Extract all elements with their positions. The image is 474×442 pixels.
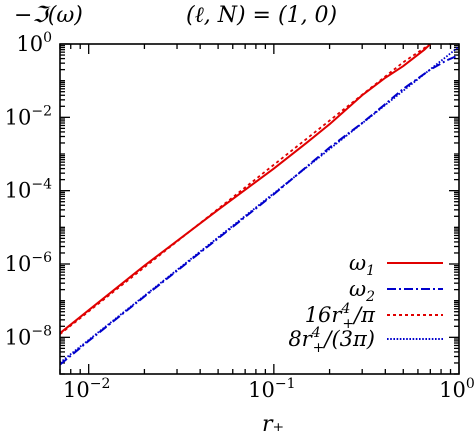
y-tick-label: 10−4	[5, 177, 52, 203]
x-tick-label: 100	[439, 376, 474, 402]
x-tick-label: 10−1	[248, 376, 295, 402]
legend-label-4: 8r4 +/(3π)	[288, 325, 375, 356]
y-tick-label: 10−8	[5, 323, 52, 349]
legend-label-2: ω2	[349, 277, 375, 305]
x-axis-label: r₊	[262, 412, 284, 437]
series-line-3	[60, 44, 431, 335]
tick-labels: 10−2 10−1 100 10−8 10−6 10−4 10−2 100	[5, 30, 474, 402]
y-tick-label: 10−2	[5, 103, 52, 129]
series-lines	[60, 44, 459, 366]
axis-ticks	[59, 43, 460, 375]
legend-label-1: ω1	[349, 251, 375, 279]
series-line-2	[60, 54, 459, 366]
series-line-1	[60, 44, 432, 334]
chart-title-right: (ℓ, N) = (1, 0)	[186, 3, 337, 28]
plot-frame	[59, 43, 460, 375]
legend-label-3: 16r4 +/π	[305, 301, 376, 332]
y-tick-label: 100	[16, 30, 52, 56]
chart-title-left: −ℑ(ω)	[14, 3, 83, 28]
x-tick-label: 10−2	[63, 376, 110, 402]
y-tick-label: 10−6	[5, 250, 52, 276]
series-line-4	[60, 45, 459, 364]
